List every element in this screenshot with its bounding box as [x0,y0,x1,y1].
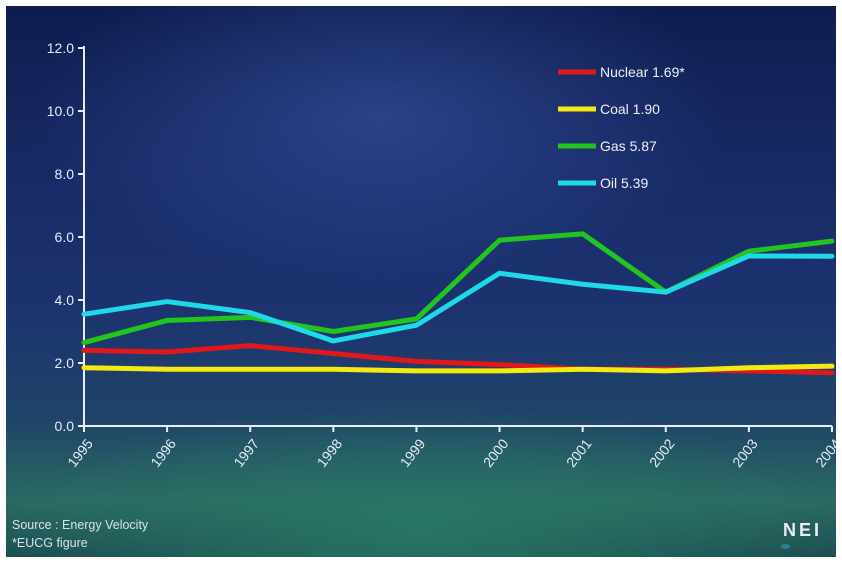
x-tick-label: 1999 [397,436,429,471]
x-tick-label: 1998 [313,436,345,471]
x-tick-label: 1995 [64,436,96,471]
legend: Nuclear 1.69* Coal 1.90 Gas 5.87 Oil 5.39 [558,64,685,191]
x-tick-label: 2002 [646,436,678,471]
x-tick-labels: 1995 1996 1997 1998 1999 2000 2001 2002 2003 2004 [64,436,836,471]
source-note: Source : Energy Velocity [12,518,149,532]
series-line-coal [81,363,835,374]
y-tick-label: 0.0 [55,418,75,434]
y-tick-label: 6.0 [55,229,75,245]
y-tick-label: 4.0 [55,292,75,308]
legend-label: Nuclear 1.69* [600,64,685,80]
x-tick-label: 2001 [563,436,595,471]
x-tick-label: 1996 [147,436,179,471]
series-lines [81,231,835,376]
x-tick-label: 1997 [230,436,262,471]
nei-logo: NEI [782,520,822,540]
legend-label: Gas 5.87 [600,138,657,154]
y-tick-label: 8.0 [55,166,75,182]
series-line-oil [81,253,835,344]
logo-dot-icon [781,544,790,549]
y-tick-label: 2.0 [55,355,75,371]
y-tick-labels: 0.0 2.0 4.0 6.0 8.0 10.0 12.0 [47,40,74,434]
x-tick-label: 2004 [812,436,836,471]
legend-label: Oil 5.39 [600,175,648,191]
footnote: *EUCG figure [12,536,88,550]
y-tick-label: 12.0 [47,40,74,56]
chart-background: 0.0 2.0 4.0 6.0 8.0 10.0 12.0 1995 1996 1997 1998… [6,6,836,557]
y-tick-marks [78,47,833,432]
y-tick-label: 10.0 [47,103,74,119]
x-tick-label: 2000 [480,436,512,471]
x-tick-label: 2003 [729,436,761,471]
line-chart: 0.0 2.0 4.0 6.0 8.0 10.0 12.0 1995 1996 1997 1998… [47,40,836,471]
axes [83,46,832,427]
legend-label: Coal 1.90 [600,101,660,117]
series-line-gas [81,231,835,346]
